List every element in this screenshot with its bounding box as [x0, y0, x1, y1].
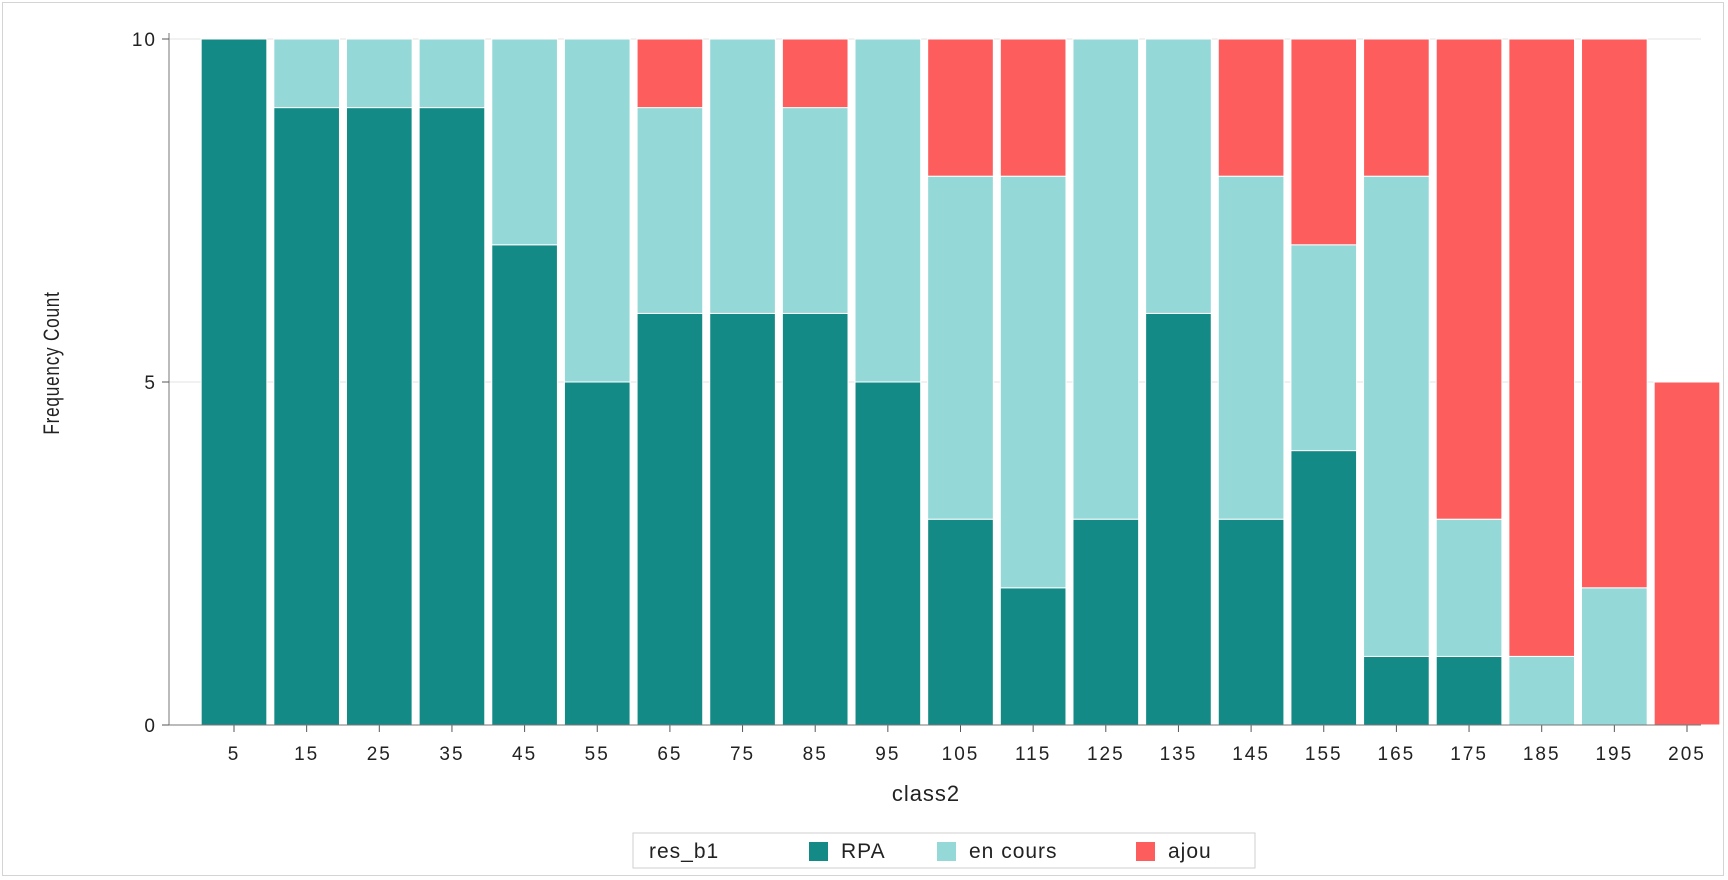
x-tick-label: 185	[1523, 744, 1561, 765]
bar-segment	[345, 38, 413, 109]
bar-segment	[1217, 38, 1285, 177]
bar-segment	[854, 38, 922, 383]
bar-segment	[781, 107, 849, 314]
legend-label: RPA	[841, 840, 886, 863]
y-axis-title: Frequency Count	[40, 291, 65, 434]
legend: res_b1 RPA en cours ajou	[632, 832, 1256, 869]
bar-segment	[636, 38, 704, 109]
legend-items: RPA en cours ajou	[809, 840, 1212, 863]
legend-label: ajou	[1168, 840, 1212, 863]
bar-segment	[273, 38, 340, 109]
bar-segment	[927, 38, 994, 177]
x-tick-label: 145	[1232, 744, 1270, 765]
x-tick-label: 65	[657, 744, 682, 765]
x-tick-label: 175	[1450, 744, 1488, 765]
bar-segment	[491, 244, 558, 726]
bar-segment	[1363, 655, 1430, 726]
bar-chart: 5 15 25 35 45 55 65 75 85 95 105 115 125 135 145 155 165…	[40, 30, 1721, 869]
bar-segment	[999, 38, 1067, 177]
bar-segment	[1581, 587, 1648, 726]
bar-segment	[927, 518, 994, 726]
bar-segment	[1290, 244, 1358, 452]
x-tick-label: 205	[1668, 744, 1706, 765]
x-tick-label: 75	[730, 744, 755, 765]
bar-segment	[1653, 381, 1721, 726]
x-tick-label: 55	[585, 744, 610, 765]
bar-segment	[345, 107, 413, 726]
x-tick-label: 95	[875, 744, 900, 765]
bar-segment	[491, 38, 558, 246]
bar-segment	[563, 381, 631, 726]
bar-segment	[1508, 655, 1576, 726]
bar-segment	[854, 381, 922, 726]
x-tick-label: 165	[1378, 744, 1416, 765]
legend-label: en cours	[969, 840, 1058, 863]
bar-segment	[781, 312, 849, 726]
bar-segment	[200, 38, 268, 726]
legend-swatch	[937, 842, 956, 861]
bar-segment	[1072, 518, 1140, 726]
bar-segment	[1581, 38, 1648, 589]
bar-segment	[273, 107, 340, 726]
bar-segment	[1508, 38, 1576, 657]
x-tick-label: 15	[294, 744, 319, 765]
bar-segment	[781, 38, 849, 109]
x-tick-label: 35	[439, 744, 464, 765]
x-tick-label: 25	[367, 744, 392, 765]
x-tick-label: 125	[1087, 744, 1125, 765]
bar-segment	[927, 175, 994, 520]
axes: 5 15 25 35 45 55 65 75 85 95 105 115 125 135 145 155 165…	[132, 30, 1706, 765]
x-axis-title: class2	[892, 781, 960, 806]
bar-segment	[1363, 38, 1430, 177]
bar-segment	[1145, 312, 1212, 726]
bar-segment	[1290, 450, 1358, 726]
bar-segment	[1217, 175, 1285, 520]
legend-swatch	[809, 842, 828, 861]
x-tick-label: 155	[1305, 744, 1343, 765]
y-tick-label: 0	[144, 716, 157, 737]
x-tick-label: 115	[1015, 744, 1051, 765]
x-tick-label: 5	[228, 744, 241, 765]
bar-segment	[418, 107, 486, 726]
x-tick-label: 195	[1595, 744, 1633, 765]
bar-segment	[636, 107, 704, 314]
x-tick-label: 135	[1160, 744, 1198, 765]
bar-segment	[1217, 518, 1285, 726]
bar-segment	[636, 312, 704, 726]
bar-segment	[999, 587, 1067, 726]
y-tick-label: 10	[132, 30, 157, 51]
bar-segment	[1072, 38, 1140, 520]
x-tick-label: 85	[803, 744, 828, 765]
bar-segment	[1363, 175, 1430, 657]
x-tick-label: 45	[512, 744, 537, 765]
x-tick-label: 105	[942, 744, 980, 765]
bar-segment	[709, 38, 776, 314]
bar-segment	[1435, 518, 1503, 657]
bar-segment	[563, 38, 631, 383]
bar-segment	[1290, 38, 1358, 246]
y-tick-label: 5	[144, 373, 157, 394]
bar-segment	[1435, 38, 1503, 520]
bar-segment	[1145, 38, 1212, 314]
bars	[200, 38, 1721, 726]
bar-segment	[418, 38, 486, 109]
legend-swatch	[1136, 842, 1155, 861]
bar-segment	[709, 312, 776, 726]
bar-segment	[999, 175, 1067, 589]
legend-title: res_b1	[649, 840, 719, 863]
bar-segment	[1435, 655, 1503, 726]
